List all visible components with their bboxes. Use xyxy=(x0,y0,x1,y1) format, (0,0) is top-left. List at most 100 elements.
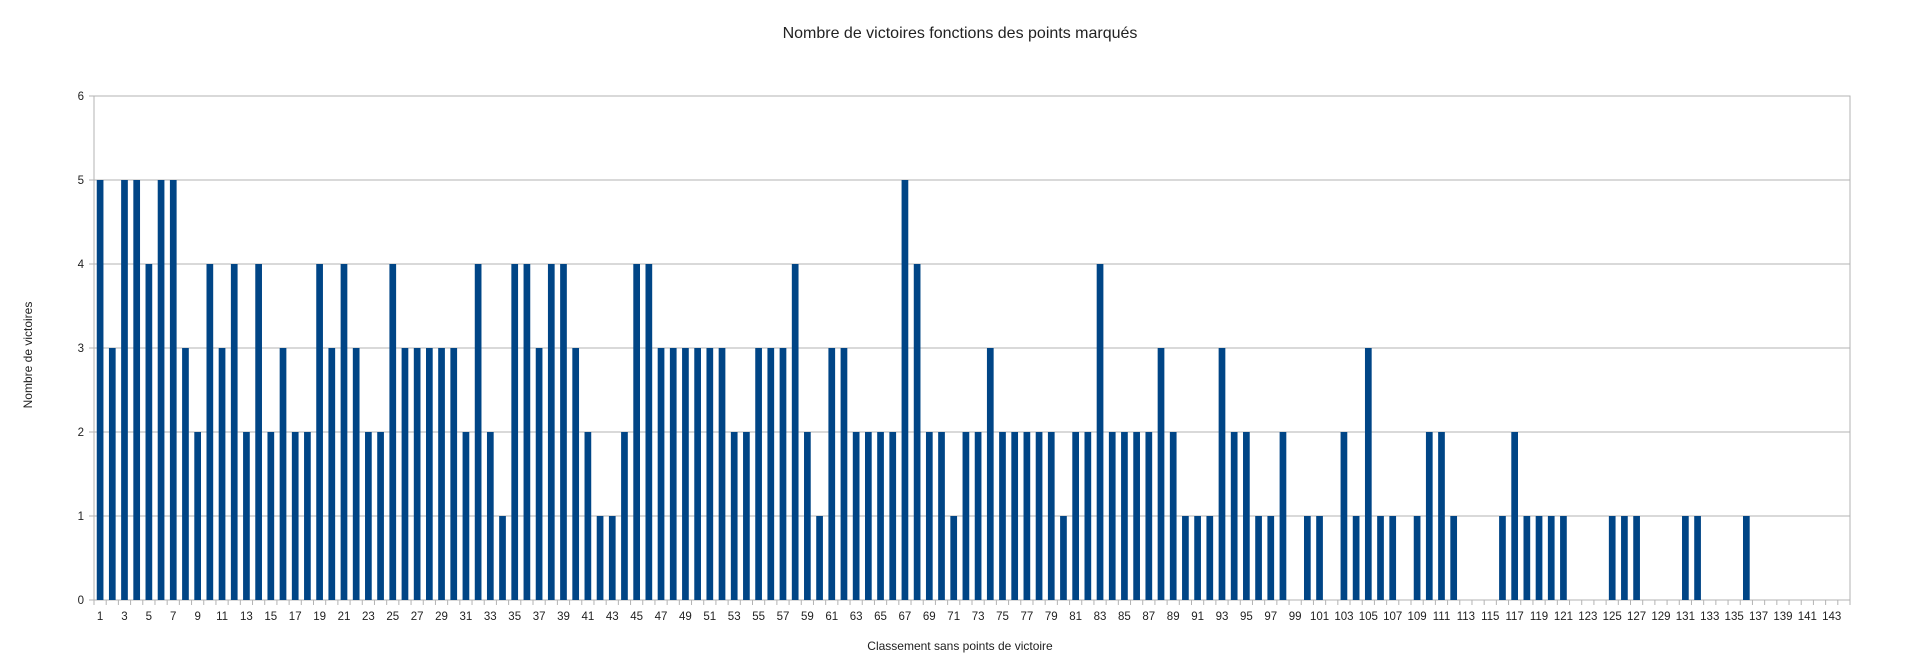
x-tick-label: 131 xyxy=(1676,611,1695,623)
x-tick-label: 139 xyxy=(1773,611,1792,623)
bar xyxy=(694,348,701,600)
y-axis-label: Nombre de victoires xyxy=(21,302,35,409)
bar xyxy=(1243,432,1250,600)
x-tick-label: 21 xyxy=(338,611,351,623)
bar xyxy=(1169,432,1177,600)
x-tick-label: 19 xyxy=(313,611,326,623)
bar xyxy=(462,432,470,600)
bar xyxy=(1096,264,1104,600)
bar xyxy=(133,180,141,600)
bar xyxy=(1547,516,1555,600)
bar xyxy=(1072,432,1080,600)
bar xyxy=(1560,516,1567,600)
bar xyxy=(816,516,823,600)
x-tick-label: 41 xyxy=(581,611,594,623)
y-tick-label: 2 xyxy=(78,427,84,439)
bar xyxy=(267,432,275,600)
x-tick-label: 43 xyxy=(606,611,619,623)
x-tick-label: 87 xyxy=(1142,611,1155,623)
x-tick-label: 127 xyxy=(1627,611,1646,623)
x-tick-label: 103 xyxy=(1334,611,1353,623)
bar xyxy=(1047,432,1055,600)
bar xyxy=(1084,432,1092,600)
bar xyxy=(535,348,543,600)
bar xyxy=(1023,432,1031,600)
bar xyxy=(596,516,604,600)
bar xyxy=(328,348,336,600)
bar xyxy=(1267,516,1275,600)
bar xyxy=(96,180,104,600)
bar xyxy=(852,432,860,600)
bar xyxy=(511,264,519,600)
bar xyxy=(1608,516,1616,600)
x-tick-label: 47 xyxy=(655,611,668,623)
bar xyxy=(1682,516,1689,600)
bar xyxy=(352,348,360,600)
bar xyxy=(279,348,287,600)
bar xyxy=(401,348,409,600)
bar xyxy=(1182,516,1189,600)
x-axis-label: Classement sans points de victoire xyxy=(867,639,1053,653)
bar xyxy=(645,264,653,600)
bar xyxy=(316,264,323,600)
bar xyxy=(1425,432,1433,600)
bar xyxy=(1060,516,1067,600)
x-tick-label: 107 xyxy=(1383,611,1402,623)
bar xyxy=(779,348,787,600)
bar xyxy=(1535,516,1543,600)
bar xyxy=(669,348,677,600)
x-tick-label: 23 xyxy=(362,611,375,623)
x-tick-label: 89 xyxy=(1167,611,1180,623)
bar xyxy=(1340,432,1348,600)
x-tick-label: 113 xyxy=(1457,611,1475,623)
bar xyxy=(621,432,628,600)
bar xyxy=(206,264,214,600)
y-tick-label: 6 xyxy=(78,91,84,103)
x-tick-label: 57 xyxy=(777,611,790,623)
bar xyxy=(1413,516,1421,600)
x-tick-label: 79 xyxy=(1045,611,1058,623)
x-tick-label: 119 xyxy=(1530,611,1548,623)
bar xyxy=(523,264,531,600)
bar xyxy=(1218,348,1226,600)
bar xyxy=(889,432,897,600)
bar xyxy=(182,348,189,600)
chart-title: Nombre de victoires fonctions des points… xyxy=(783,25,1138,42)
bar xyxy=(413,348,421,600)
bar xyxy=(974,432,982,600)
x-tick-label: 135 xyxy=(1725,611,1744,623)
bar xyxy=(438,348,445,600)
x-tick-label: 51 xyxy=(703,611,716,623)
x-tick-label: 81 xyxy=(1069,611,1082,623)
x-tick-label: 97 xyxy=(1264,611,1277,623)
bar xyxy=(291,432,299,600)
x-tick-label: 35 xyxy=(508,611,521,623)
bar xyxy=(718,348,726,600)
x-tick-label: 141 xyxy=(1798,611,1817,623)
bar xyxy=(218,348,226,600)
bar xyxy=(986,348,994,600)
bar xyxy=(145,264,153,600)
x-tick-label: 133 xyxy=(1700,611,1719,623)
bar xyxy=(1279,432,1287,600)
bar xyxy=(1389,516,1397,600)
x-tick-label: 95 xyxy=(1240,611,1253,623)
bar xyxy=(572,348,580,600)
bar xyxy=(1352,516,1360,600)
x-tick-label: 45 xyxy=(630,611,643,623)
bar xyxy=(864,432,872,600)
bar xyxy=(804,432,811,600)
bar xyxy=(901,180,909,600)
bar xyxy=(1364,348,1372,600)
bar xyxy=(767,348,775,600)
y-tick-label: 5 xyxy=(78,175,84,187)
bar xyxy=(1633,516,1640,600)
bar xyxy=(1694,516,1701,600)
bar xyxy=(584,432,592,600)
bar xyxy=(1206,516,1214,600)
x-tick-label: 69 xyxy=(923,611,936,623)
bar xyxy=(938,432,945,600)
bar xyxy=(243,432,250,600)
bar xyxy=(755,348,762,600)
